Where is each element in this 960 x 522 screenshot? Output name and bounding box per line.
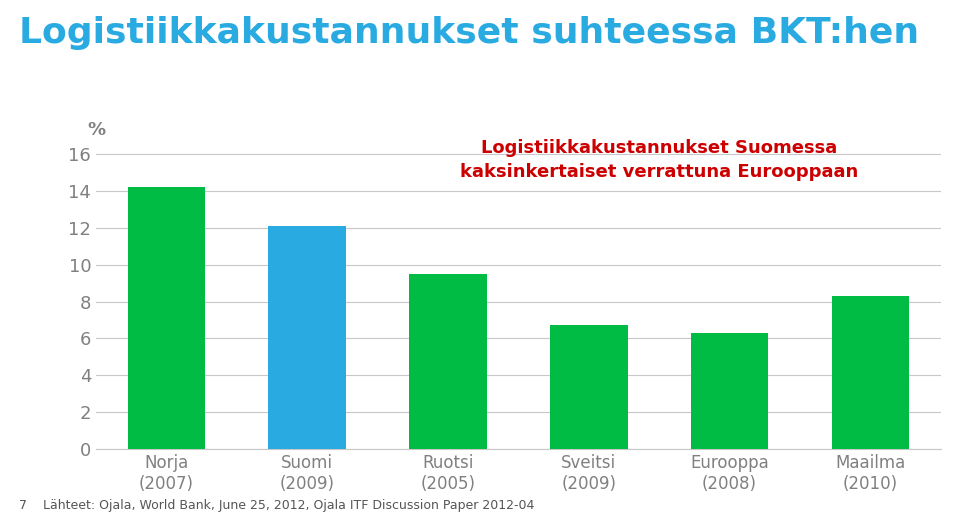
Text: 7    Lähteet: Ojala, World Bank, June 25, 2012, Ojala ITF Discussion Paper 2012-: 7 Lähteet: Ojala, World Bank, June 25, 2… <box>19 499 535 512</box>
Bar <box>550 326 628 449</box>
Text: %: % <box>87 122 105 139</box>
Text: Logistiikkakustannukset Suomessa
kaksinkertaiset verrattuna Eurooppaan: Logistiikkakustannukset Suomessa kaksink… <box>460 139 858 181</box>
Bar <box>409 274 487 449</box>
Text: Logistiikkakustannukset suhteessa BKT:hen: Logistiikkakustannukset suhteessa BKT:he… <box>19 16 920 50</box>
Bar <box>691 333 768 449</box>
Bar <box>128 187 205 449</box>
Bar <box>269 226 346 449</box>
Bar <box>831 296 909 449</box>
